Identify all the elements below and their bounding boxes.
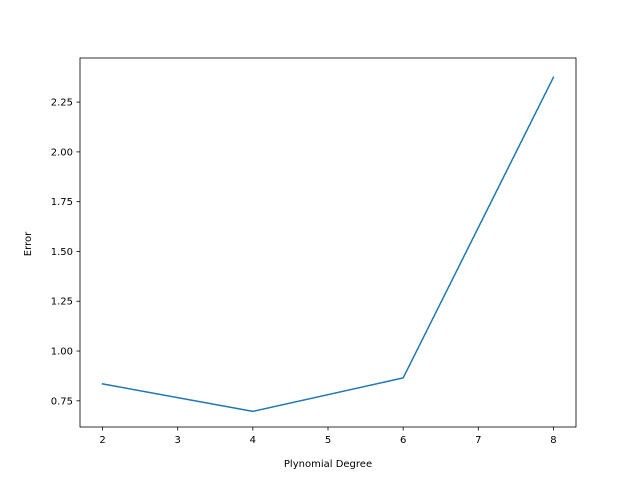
series-line-0 <box>101 76 555 413</box>
axes-frame <box>79 57 577 428</box>
x-tick-label: 2 <box>99 435 105 446</box>
y-tick-label: 2.00 <box>51 147 73 158</box>
x-tick-label: 6 <box>400 435 406 446</box>
x-axis-ticks: 2 3 4 5 6 7 8 <box>99 427 557 446</box>
x-tick-label: 5 <box>325 435 331 446</box>
x-tick-label: 4 <box>250 435 256 446</box>
y-tick-label: 1.00 <box>51 347 73 358</box>
x-tick-label: 7 <box>475 435 481 446</box>
y-tick-label: 0.75 <box>51 396 73 407</box>
y-tick-label: 2.25 <box>51 98 73 109</box>
y-tick-label: 1.50 <box>51 247 73 258</box>
y-tick-label: 1.25 <box>51 297 73 308</box>
x-axis-label: Plynomial Degree <box>284 459 372 470</box>
y-axis-label: Error <box>23 231 34 256</box>
y-axis-ticks: 0.75 1.00 1.25 1.50 1.75 2.00 2.25 <box>51 98 80 407</box>
plot-area <box>101 76 555 413</box>
x-tick-label: 3 <box>175 435 181 446</box>
y-tick-label: 1.75 <box>51 197 73 208</box>
x-tick-label: 8 <box>550 435 556 446</box>
